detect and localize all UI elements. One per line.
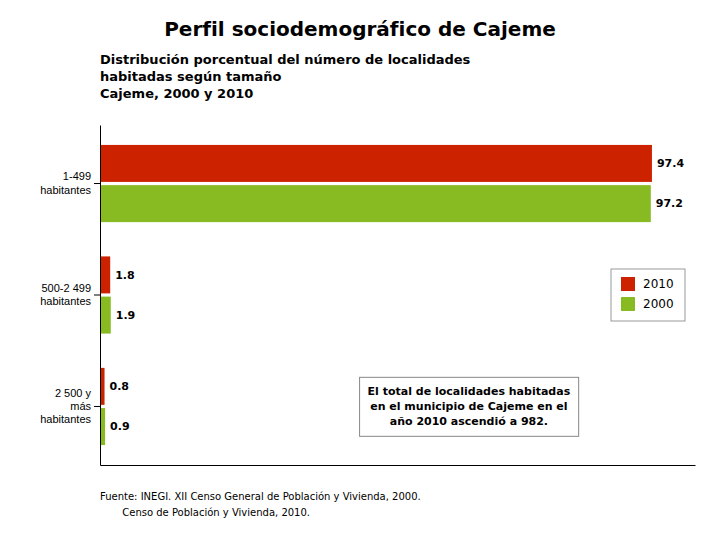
- x-axis-line: [101, 465, 696, 466]
- y-tick: 1-499habitantes: [40, 170, 100, 195]
- footnote: Censo de Población y Vivienda, 2010.: [100, 507, 310, 518]
- data-label: 97.4: [657, 157, 684, 170]
- y-tick-label: 500-2 499habitantes: [40, 282, 91, 307]
- y-tick-label: 1-499habitantes: [40, 170, 91, 195]
- legend-entry: 2000: [621, 297, 674, 311]
- data-label: 0.8: [110, 380, 129, 393]
- data-labels: 97.4 1.8 0.8 97.2 1.9 0.9: [110, 157, 685, 433]
- y-axis-line: [100, 126, 101, 466]
- subtitle: Distribución porcentual del número de lo…: [100, 52, 471, 101]
- data-label: 0.9: [110, 420, 130, 433]
- data-label: 97.2: [656, 197, 683, 210]
- data-label: 1.9: [116, 309, 136, 322]
- y-tick-label: 2 500 ymáshabitantes: [40, 387, 91, 425]
- x-axis: [101, 465, 696, 466]
- legend-swatch: [621, 277, 635, 291]
- legend-entry: 2010: [621, 277, 674, 291]
- annotation-text: El total de localidades habitadasen el m…: [368, 385, 571, 428]
- annotation-box: [360, 377, 579, 436]
- bar: [100, 145, 652, 182]
- y-tick: 2 500 ymáshabitantes: [40, 387, 100, 425]
- legend: 2010 2000: [611, 269, 685, 321]
- legend-swatch: [621, 297, 635, 311]
- data-label: 1.8: [115, 269, 135, 282]
- y-tick-mark: [94, 406, 100, 407]
- footnote: Fuente: INEGI. XII Censo General de Pobl…: [100, 491, 421, 502]
- annotation: El total de localidades habitadasen el m…: [360, 377, 579, 436]
- plot: 97.4 1.8 0.8 97.2 1.9 0.9 1-499habitantes 500-2…: [40, 126, 695, 466]
- title: Perfil sociodemográfico de Cajeme: [164, 17, 556, 41]
- bar: [100, 185, 651, 222]
- y-tick-mark: [94, 295, 100, 296]
- chart: Perfil sociodemográfico de Cajeme Distrib…: [0, 0, 720, 540]
- legend-frame: [611, 269, 685, 321]
- y-axis: 1-499habitantes 500-2 499habitantes 2 500 …: [40, 126, 100, 466]
- bars: [100, 145, 652, 445]
- bar: [100, 256, 110, 293]
- y-tick-mark: [94, 183, 100, 184]
- bar: [100, 297, 111, 334]
- legend-label: 2010: [643, 277, 674, 291]
- legend-label: 2000: [643, 297, 674, 311]
- y-tick: 500-2 499habitantes: [40, 282, 100, 307]
